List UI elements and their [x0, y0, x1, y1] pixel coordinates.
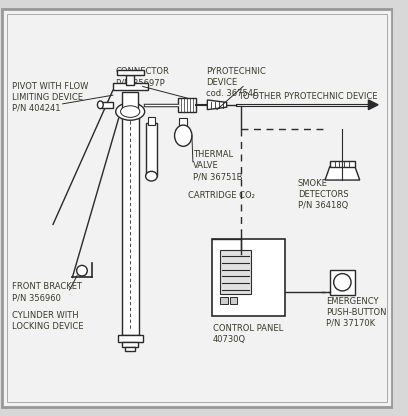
Text: TO OTHER PYROTECHNIC DEVICE: TO OTHER PYROTECHNIC DEVICE [238, 92, 378, 101]
Bar [118, 335, 143, 342]
Circle shape [334, 274, 351, 291]
Bar [230, 297, 237, 305]
Bar [125, 347, 135, 351]
Circle shape [77, 265, 87, 276]
Polygon shape [325, 166, 360, 180]
Ellipse shape [116, 103, 145, 120]
Bar [146, 123, 157, 176]
Ellipse shape [146, 171, 157, 181]
Ellipse shape [175, 125, 192, 146]
Text: PIVOT WITH FLOW
LIMITING DEVICE
P/N 404241: PIVOT WITH FLOW LIMITING DEVICE P/N 4042… [11, 82, 88, 113]
Bar [220, 297, 228, 305]
Text: CARTRIDGE CO₂: CARTRIDGE CO₂ [188, 191, 255, 200]
Ellipse shape [98, 101, 103, 109]
Bar [122, 104, 139, 335]
Bar [220, 250, 251, 294]
Bar [122, 342, 138, 347]
Bar [330, 270, 355, 295]
Text: SMOKE
DETECTORS
P/N 36418Q: SMOKE DETECTORS P/N 36418Q [298, 179, 348, 210]
Text: FRONT BRACKET
P/N 356960: FRONT BRACKET P/N 356960 [11, 282, 82, 302]
Bar [178, 98, 196, 111]
Text: THERMAL
VALVE
P/N 36751B: THERMAL VALVE P/N 36751B [193, 150, 242, 181]
Text: EMERGENCY
PUSH-BUTTON
P/N 37170K: EMERGENCY PUSH-BUTTON P/N 37170K [326, 297, 386, 328]
Text: CYLINDER WITH
LOCKING DEVICE: CYLINDER WITH LOCKING DEVICE [11, 311, 83, 331]
Bar [122, 92, 138, 111]
Bar [180, 118, 187, 126]
Text: CONTROL PANEL
40730Q: CONTROL PANEL 40730Q [213, 324, 283, 344]
Bar [212, 239, 284, 316]
Text: PYROTECHNIC
DEVICE
cod. 36754E: PYROTECHNIC DEVICE cod. 36754E [206, 67, 266, 99]
Bar [113, 83, 148, 90]
Bar [101, 102, 113, 108]
Bar [148, 117, 155, 125]
Bar [330, 161, 355, 166]
Ellipse shape [120, 106, 140, 117]
Polygon shape [207, 100, 226, 110]
Text: CONNECTOR
P/N 35697P: CONNECTOR P/N 35697P [116, 67, 170, 87]
Polygon shape [368, 100, 378, 110]
Bar [126, 75, 134, 84]
Bar [117, 70, 144, 75]
